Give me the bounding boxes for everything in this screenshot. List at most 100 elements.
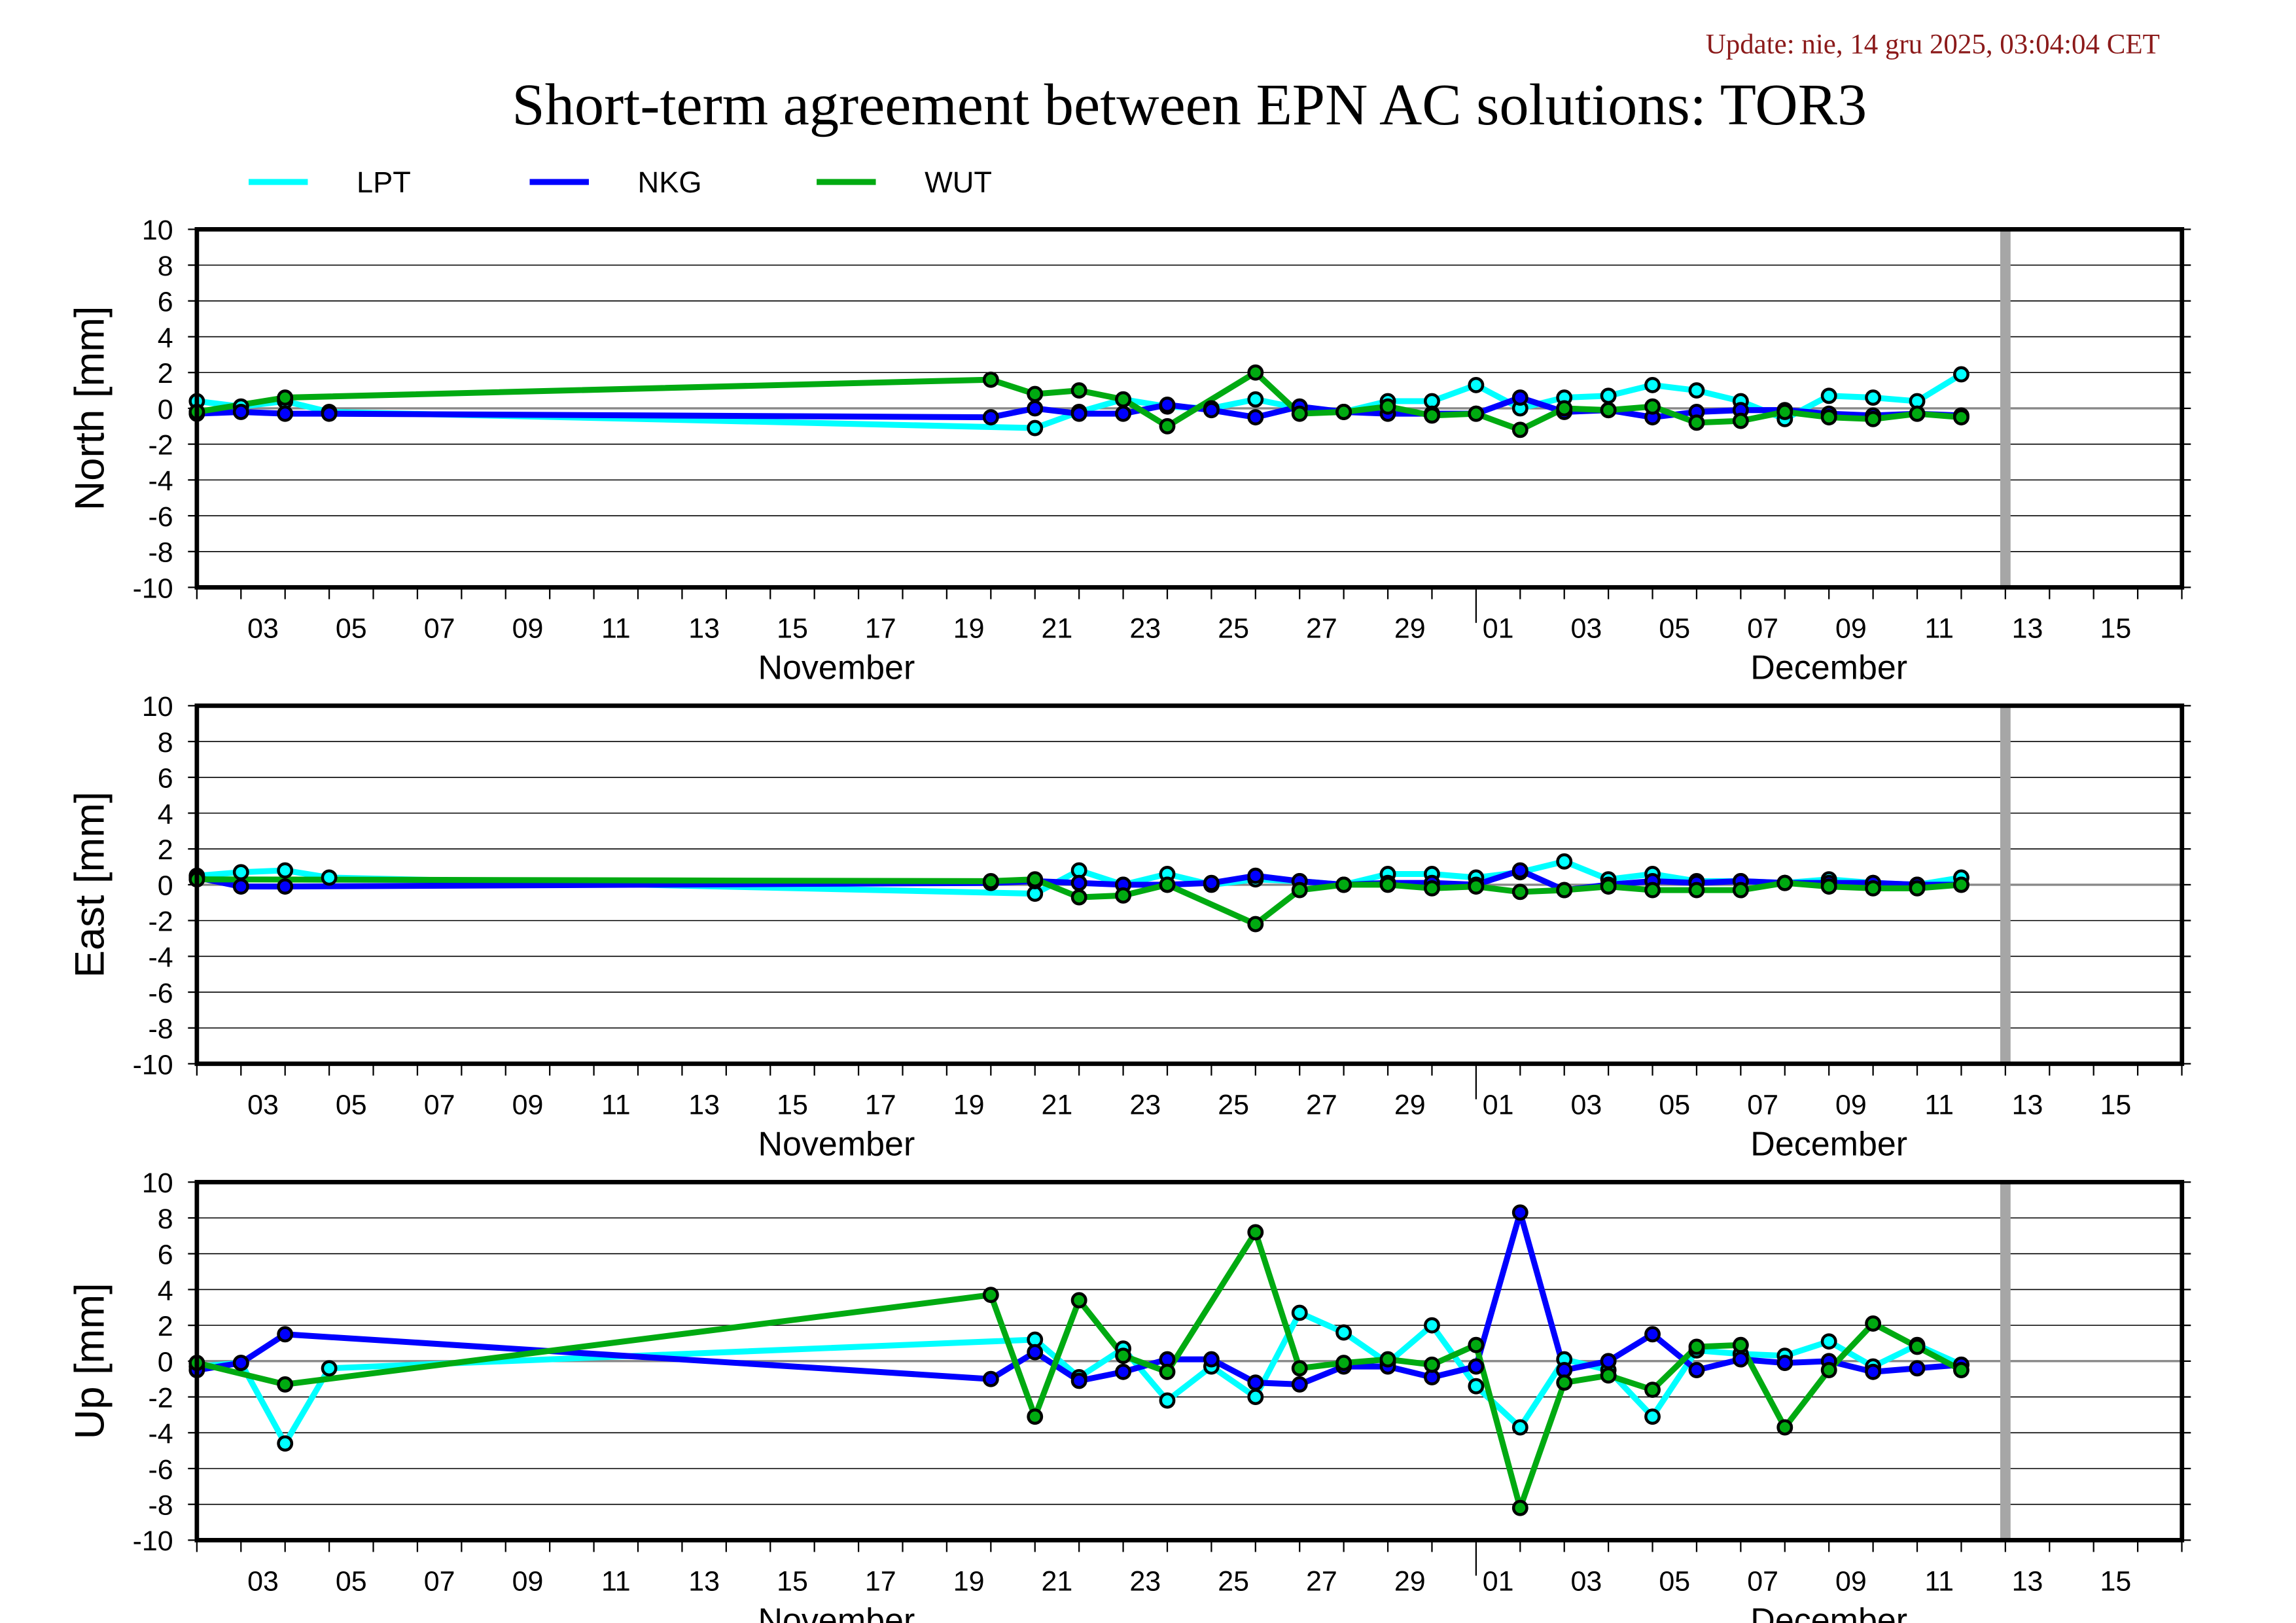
data-point-nkg [1115, 1363, 1131, 1380]
data-point-lpt [277, 1435, 294, 1452]
data-point-nkg [1070, 874, 1087, 891]
data-point-wut [1865, 1315, 1882, 1332]
data-point-lpt [1424, 1317, 1440, 1334]
data-point-wut [1379, 876, 1396, 893]
data-point-wut [1688, 1338, 1705, 1355]
data-point-wut [1027, 385, 1044, 402]
data-point-wut [1468, 405, 1485, 422]
data-point-nkg [1732, 1351, 1749, 1368]
x-tick-label: 17 [865, 1565, 896, 1597]
data-point-nkg [1115, 405, 1131, 422]
y-tick-label: 10 [142, 691, 173, 722]
x-tick-label: 25 [1218, 613, 1249, 644]
data-point-lpt [1247, 1389, 1264, 1405]
data-point-wut [1511, 1499, 1528, 1516]
data-point-wut [1247, 364, 1264, 381]
month-label: November [758, 1126, 915, 1164]
data-point-wut [1027, 1408, 1044, 1425]
x-tick-label: 13 [688, 1089, 720, 1120]
x-tick-label: 03 [247, 613, 279, 644]
x-tick-label: 07 [1747, 613, 1778, 644]
data-point-wut [1335, 1355, 1352, 1372]
y-tick-label: -6 [149, 978, 173, 1009]
data-point-wut [1732, 882, 1749, 899]
data-point-wut [1909, 1338, 1926, 1355]
x-tick-label: 03 [247, 1089, 279, 1120]
data-point-wut [1865, 410, 1882, 427]
plot-frame [194, 1179, 2185, 1543]
data-point-wut [1776, 874, 1793, 891]
legend-label-nkg: NKG [638, 166, 702, 199]
data-point-lpt [321, 1360, 338, 1377]
x-tick-label: 13 [688, 613, 720, 644]
x-tick-label: 29 [1394, 1565, 1426, 1597]
data-point-nkg [1203, 402, 1220, 419]
month-label: December [1750, 649, 1907, 687]
data-point-wut [982, 873, 999, 889]
data-point-wut [1115, 391, 1131, 408]
x-tick-label: 21 [1042, 1089, 1073, 1120]
y-tick-label: -2 [149, 1382, 173, 1414]
y-tick-label: 8 [158, 727, 173, 758]
x-tick-label: 07 [424, 1089, 455, 1120]
y-tick-label: -10 [133, 573, 173, 604]
x-tick-label: 27 [1306, 613, 1337, 644]
x-tick-label: 19 [953, 1565, 985, 1597]
data-point-wut [1511, 421, 1528, 438]
data-point-lpt [1159, 1392, 1176, 1409]
x-tick-label: 29 [1394, 613, 1426, 644]
data-point-wut [1556, 882, 1573, 899]
data-point-nkg [1247, 409, 1264, 426]
x-tick-label: 13 [2012, 1565, 2043, 1597]
data-point-nkg [1027, 1344, 1044, 1361]
data-point-nkg [1247, 1374, 1264, 1391]
y-tick-label: 4 [158, 1275, 173, 1306]
x-tick-label: 07 [424, 1565, 455, 1597]
x-tick-label: 15 [777, 613, 808, 644]
update-timestamp: Update: nie, 14 gru 2025, 03:04:04 CET [1706, 29, 2160, 60]
data-point-wut [1511, 883, 1528, 901]
month-label: November [758, 1602, 915, 1623]
data-point-nkg [1159, 397, 1176, 413]
data-point-wut [1688, 414, 1705, 431]
x-tick-label: 19 [953, 1089, 985, 1120]
y-tick-label: -4 [149, 1418, 173, 1450]
y-tick-label: -10 [133, 1525, 173, 1557]
data-point-nkg [1511, 389, 1528, 406]
data-point-lpt [1600, 387, 1617, 404]
y-tick-label: -8 [149, 537, 173, 569]
data-point-wut [1732, 1336, 1749, 1353]
data-point-wut [277, 1376, 294, 1393]
data-point-lpt [1511, 1419, 1528, 1436]
y-tick-label: -2 [149, 429, 173, 461]
data-point-wut [1468, 1336, 1485, 1353]
data-point-lpt [1820, 387, 1837, 404]
x-tick-label: 15 [777, 1089, 808, 1120]
data-point-wut [1865, 880, 1882, 897]
data-point-wut [1115, 887, 1131, 904]
data-point-wut [1820, 1362, 1837, 1378]
data-point-nkg [321, 405, 338, 422]
data-point-wut [1644, 1382, 1661, 1399]
legend-label-lpt: LPT [357, 166, 411, 199]
data-point-lpt [1291, 1304, 1308, 1321]
x-tick-label: 01 [1483, 1565, 1514, 1597]
data-point-wut [1953, 876, 1969, 893]
x-tick-label: 11 [601, 1089, 631, 1120]
x-tick-label: 03 [1571, 1089, 1602, 1120]
y-tick-label: -2 [149, 906, 173, 937]
x-tick-label: 21 [1042, 613, 1073, 644]
data-point-nkg [1247, 867, 1264, 884]
data-point-wut [1424, 880, 1440, 897]
x-tick-label: 15 [2100, 613, 2132, 644]
y-tick-label: 8 [158, 1204, 173, 1235]
data-point-wut [1247, 916, 1264, 933]
x-tick-label: 09 [512, 1089, 544, 1120]
y-tick-label: 8 [158, 251, 173, 282]
data-point-lpt [232, 864, 249, 881]
data-point-wut [982, 1287, 999, 1304]
x-tick-label: 23 [1129, 1565, 1161, 1597]
month-label: November [758, 649, 915, 687]
x-tick-label: 19 [953, 613, 985, 644]
y-tick-label: 2 [158, 834, 173, 866]
